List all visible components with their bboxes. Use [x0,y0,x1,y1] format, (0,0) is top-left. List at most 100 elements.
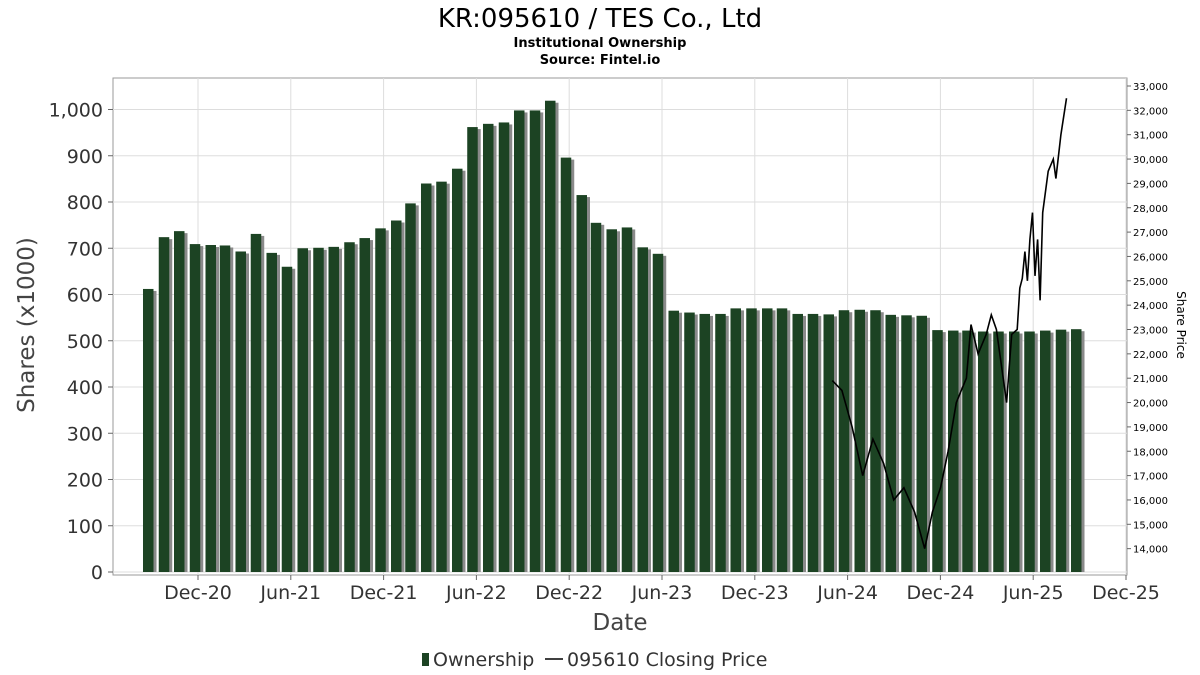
x-axis: Dec-20 Jun-21 Dec-21 Jun-22 Dec-22 Jun-23 Dec-… [164,575,1160,604]
x-tick-label: Jun-24 [816,582,878,604]
ownership-bar-fill [513,110,525,573]
ownership-bar-fill [375,228,386,573]
y2-tick-label: 22,000 [1133,350,1168,361]
y2-tick-label: 25,000 [1133,277,1168,288]
ownership-bar-fill [652,253,664,573]
ownership-bar-fill [498,122,510,572]
ownership-bar [1070,329,1085,572]
ownership-bar-fill [544,100,556,573]
y2-tick-label: 33,000 [1133,82,1168,93]
chart-source: Source: Fintel.io [540,53,661,68]
ownership-bar [498,122,513,572]
ownership-bar-fill [761,308,773,572]
ownership-bar [776,308,791,572]
ownership-bar-fill [142,288,154,572]
x-tick-label: Dec-20 [164,582,232,604]
y2-tick-label: 24,000 [1133,301,1168,312]
x-tick-label: Dec-22 [535,582,603,604]
ownership-bar-fill [746,308,757,572]
ownership-bar [359,238,373,572]
ownership-bar-fill [344,242,355,573]
y-tick-label: 400 [67,377,103,399]
x-tick-label: Dec-24 [906,582,974,604]
ownership-bar [885,314,899,572]
y2-tick-label: 20,000 [1133,399,1168,410]
ownership-bar [313,247,327,572]
ownership-bar [173,231,188,572]
ownership-bar-fill [823,314,834,572]
legend-ownership-label: Ownership [433,649,534,671]
ownership-bar-fill [359,238,370,572]
ownership-bar [1039,330,1054,572]
y-tick-label: 800 [67,192,103,214]
ownership-bar [344,242,358,573]
ownership-bar-fill [838,310,850,572]
ownership-bar-fill [854,309,865,572]
ownership-bar-fill [668,310,679,572]
y-tick-label: 100 [67,516,103,538]
ownership-bar [977,331,992,572]
y2-tick-label: 16,000 [1133,496,1168,507]
legend-price-label: 095610 Closing Price [567,649,767,671]
y-tick-label: 0 [91,562,103,584]
ownership-bar [281,266,296,572]
ownership-bar-fill [730,308,741,572]
price-line [831,98,1068,549]
y-axis-label: Shares (x1000) [14,237,40,413]
ownership-bar [854,309,868,572]
x-axis-label: Date [593,610,648,636]
ownership-bar-fill [405,203,416,572]
ownership-bar-fill [870,310,881,572]
y-tick-label: 1,000 [49,100,103,122]
ownership-bar-fill [590,222,602,572]
ownership-bar [205,245,220,572]
y2-tick-label: 17,000 [1133,472,1168,483]
ownership-bar [916,315,930,572]
ownership-bar-fill [266,252,277,572]
ownership-bar-fill [297,248,308,572]
ownership-bar [513,110,528,573]
ownership-bar [482,123,497,573]
ownership-bar [142,288,157,572]
y2-tick-label: 27,000 [1133,228,1168,239]
y2-axis-label: Share Price [1174,291,1188,359]
ownership-bar-fill [1055,329,1067,572]
ownership-bar-fill [560,157,572,572]
y2-axis: 14,000 15,000 16,000 17,000 18,000 19,000 20,0… [1127,82,1168,556]
ownership-bar [560,157,575,572]
ownership-bar-fill [391,220,402,572]
ownership-bar-fill [451,168,463,572]
ownership-bar [467,127,481,572]
ownership-bar-fill [962,330,973,572]
ownership-bar-fill [776,308,788,572]
y2-tick-label: 21,000 [1133,374,1168,385]
ownership-bar-fill [250,233,262,572]
ownership-bar [1008,331,1023,572]
ownership-bar [948,330,962,572]
ownership-bar [297,248,311,572]
y2-tick-label: 15,000 [1133,520,1168,531]
ownership-bar [792,313,806,572]
ownership-bar [838,310,853,572]
ownership-bar-fill [715,313,726,572]
ownership-bar [684,312,698,572]
ownership-bar [235,251,249,573]
ownership-bar-fill [420,183,432,572]
ownership-bar-fill [977,331,989,572]
ownership-bar-fill [1039,330,1051,572]
ownership-bar [746,308,760,572]
ownership-bars [142,100,1085,573]
ownership-bar-fill [792,313,803,572]
ownership-bar-fill [948,330,959,572]
ownership-bar-fill [529,110,541,573]
ownership-bar [730,308,744,572]
ownership-bar-fill [482,123,494,573]
x-tick-label: Jun-23 [631,582,693,604]
ownership-bar [266,252,280,572]
y2-tick-label: 30,000 [1133,155,1168,166]
ownership-bar [1055,329,1070,572]
ownership-bar-fill [637,247,648,572]
ownership-bar [621,227,636,572]
ownership-bar-fill [189,244,201,572]
